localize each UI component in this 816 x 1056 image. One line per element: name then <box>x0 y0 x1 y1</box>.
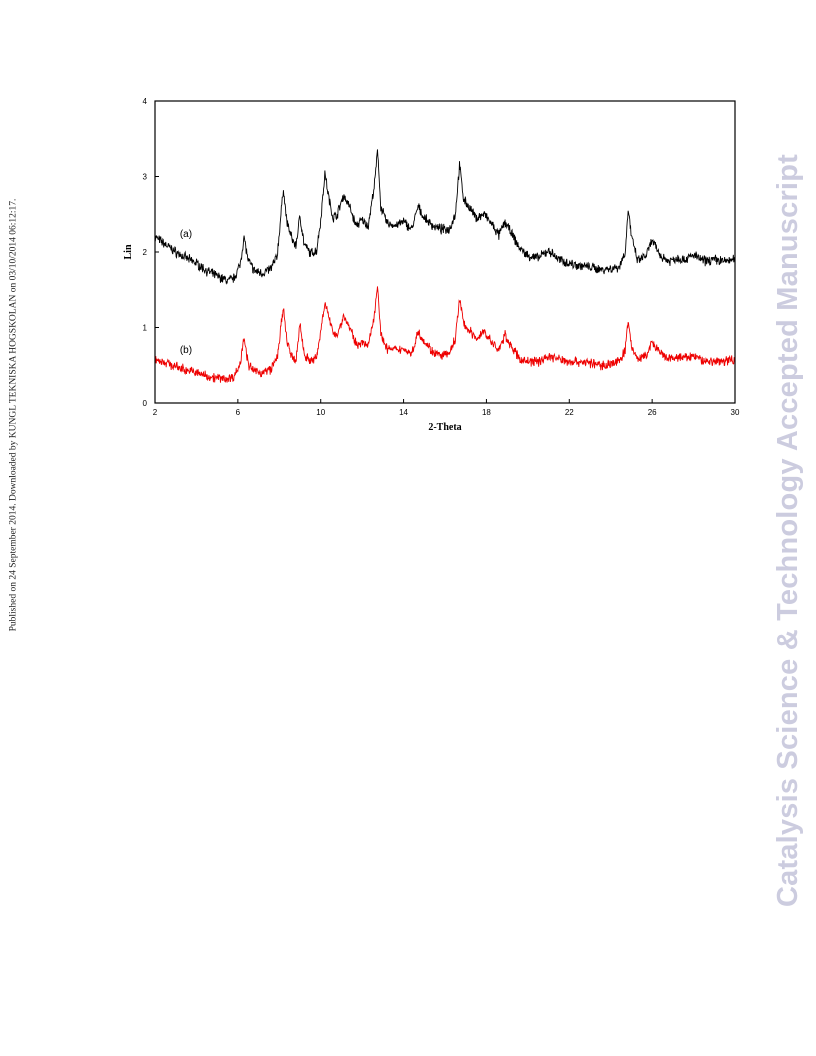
x-tick-label: 22 <box>565 408 574 417</box>
series-line-b <box>154 286 736 383</box>
x-tick-label: 14 <box>399 408 408 417</box>
x-tick-label: 10 <box>316 408 325 417</box>
x-tick-label: 6 <box>236 408 241 417</box>
y-tick-label: 2 <box>143 248 148 257</box>
x-tick-label: 2 <box>153 408 158 417</box>
y-tick-label: 4 <box>143 97 148 106</box>
x-tick-label: 30 <box>731 408 740 417</box>
y-tick-label: 1 <box>143 324 148 333</box>
y-axis-title: Lin <box>123 244 134 259</box>
y-tick-label: 0 <box>143 399 148 408</box>
series-label-b: (b) <box>180 345 192 356</box>
x-tick-label: 18 <box>482 408 491 417</box>
y-tick-label: 3 <box>143 173 148 182</box>
series-line-a <box>154 149 736 285</box>
series-label-a: (a) <box>180 229 192 240</box>
x-axis-title: 2-Theta <box>428 422 461 433</box>
x-tick-label: 26 <box>648 408 657 417</box>
